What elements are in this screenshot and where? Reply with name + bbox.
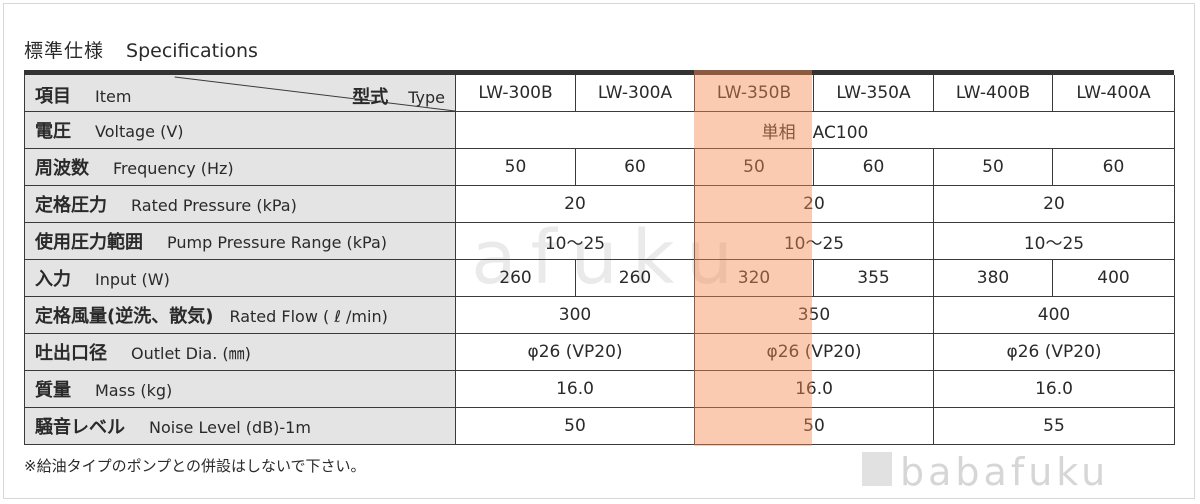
mass-value: 16.0 <box>933 370 1175 408</box>
frequency-value: 60 <box>1052 148 1175 186</box>
table-row: 定格風量(逆洗、散気) Rated Flow ( ℓ /min) 300 350 … <box>24 296 1175 334</box>
rated-flow-value: 300 <box>455 296 695 334</box>
model-header: LW-350B <box>694 75 814 112</box>
row-label-mass: 質量 Mass (kg) <box>24 370 456 408</box>
table-row: 質量 Mass (kg) 16.0 16.0 16.0 <box>24 370 1175 408</box>
model-header: LW-300A <box>575 75 695 112</box>
watermark-small-text: babafuku <box>900 450 1110 494</box>
voltage-value: 単相 AC100 <box>455 111 1175 149</box>
row-label-noise: 騒音レベル Noise Level (dB)-1m <box>24 407 456 445</box>
frequency-value: 60 <box>575 148 695 186</box>
pressure-range-value: 10～25 <box>694 222 934 260</box>
table-row: 吐出口径 Outlet Dia. (㎜) φ26 (VP20) φ26 (VP20… <box>24 333 1175 371</box>
frequency-value: 50 <box>694 148 814 186</box>
noise-value: 50 <box>455 407 695 445</box>
noise-value: 55 <box>933 407 1175 445</box>
input-value: 260 <box>455 259 576 297</box>
page-title: 標準仕様 Specifications <box>24 36 258 63</box>
rated-flow-value: 400 <box>933 296 1175 334</box>
title-jp: 標準仕様 <box>24 40 105 62</box>
frequency-value: 50 <box>933 148 1053 186</box>
noise-value: 50 <box>694 407 934 445</box>
model-header: LW-350A <box>813 75 934 112</box>
item-label-jp: 項目 <box>35 86 71 107</box>
rated-flow-value: 350 <box>694 296 934 334</box>
footnote: ※給油タイプのポンプとの併設はしないで下さい。 <box>24 457 366 475</box>
model-header: LW-300B <box>455 75 576 112</box>
mass-value: 16.0 <box>694 370 934 408</box>
type-label-en: Type <box>408 88 445 107</box>
row-label-voltage: 電圧 Voltage (V) <box>24 111 456 149</box>
table-row: 騒音レベル Noise Level (dB)-1m 50 50 55 <box>24 407 1175 445</box>
table-row: 定格圧力 Rated Pressure (kPa) 20 20 20 <box>24 185 1175 223</box>
frequency-value: 60 <box>813 148 934 186</box>
outlet-value: φ26 (VP20) <box>455 333 695 371</box>
row-label-rated-flow: 定格風量(逆洗、散気) Rated Flow ( ℓ /min) <box>24 296 456 334</box>
header-item-type-cell: 項目 Item 型式 Type <box>24 75 456 112</box>
outlet-value: φ26 (VP20) <box>933 333 1175 371</box>
table-row: 入力 Input (W) 260 260 320 355 380 400 <box>24 259 1175 297</box>
type-label-jp: 型式 <box>352 87 389 108</box>
rated-pressure-value: 20 <box>455 185 695 223</box>
pressure-range-value: 10～25 <box>933 222 1175 260</box>
row-label-pressure-range: 使用圧力範囲 Pump Pressure Range (kPa) <box>24 222 456 260</box>
input-value: 400 <box>1052 259 1175 297</box>
pressure-range-value: 10～25 <box>455 222 695 260</box>
input-value: 260 <box>575 259 695 297</box>
table-row: 使用圧力範囲 Pump Pressure Range (kPa) 10～25 10… <box>24 222 1175 260</box>
input-value: 380 <box>933 259 1053 297</box>
page-frame <box>3 3 1195 499</box>
row-label-rated-pressure: 定格圧力 Rated Pressure (kPa) <box>24 185 456 223</box>
spec-table: 項目 Item 型式 Type LW-300B LW-300A LW-350B LW… <box>24 75 1175 445</box>
row-label-outlet: 吐出口径 Outlet Dia. (㎜) <box>24 333 456 371</box>
rated-pressure-value: 20 <box>933 185 1175 223</box>
mass-value: 16.0 <box>455 370 695 408</box>
outlet-value: φ26 (VP20) <box>694 333 934 371</box>
row-label-input: 入力 Input (W) <box>24 259 456 297</box>
table-row: 電圧 Voltage (V) 単相 AC100 <box>24 111 1175 149</box>
input-value: 320 <box>694 259 814 297</box>
input-value: 355 <box>813 259 934 297</box>
frequency-value: 50 <box>455 148 576 186</box>
table-top-bar <box>24 70 1174 75</box>
table-header-row: 項目 Item 型式 Type LW-300B LW-300A LW-350B LW… <box>24 75 1175 112</box>
item-label-en: Item <box>95 87 132 106</box>
title-en: Specifications <box>126 40 258 62</box>
model-header: LW-400B <box>933 75 1053 112</box>
row-label-frequency: 周波数 Frequency (Hz) <box>24 148 456 186</box>
rated-pressure-value: 20 <box>694 185 934 223</box>
table-row: 周波数 Frequency (Hz) 50 60 50 60 50 60 <box>24 148 1175 186</box>
watermark-small-logo <box>862 452 892 486</box>
model-header: LW-400A <box>1052 75 1175 112</box>
